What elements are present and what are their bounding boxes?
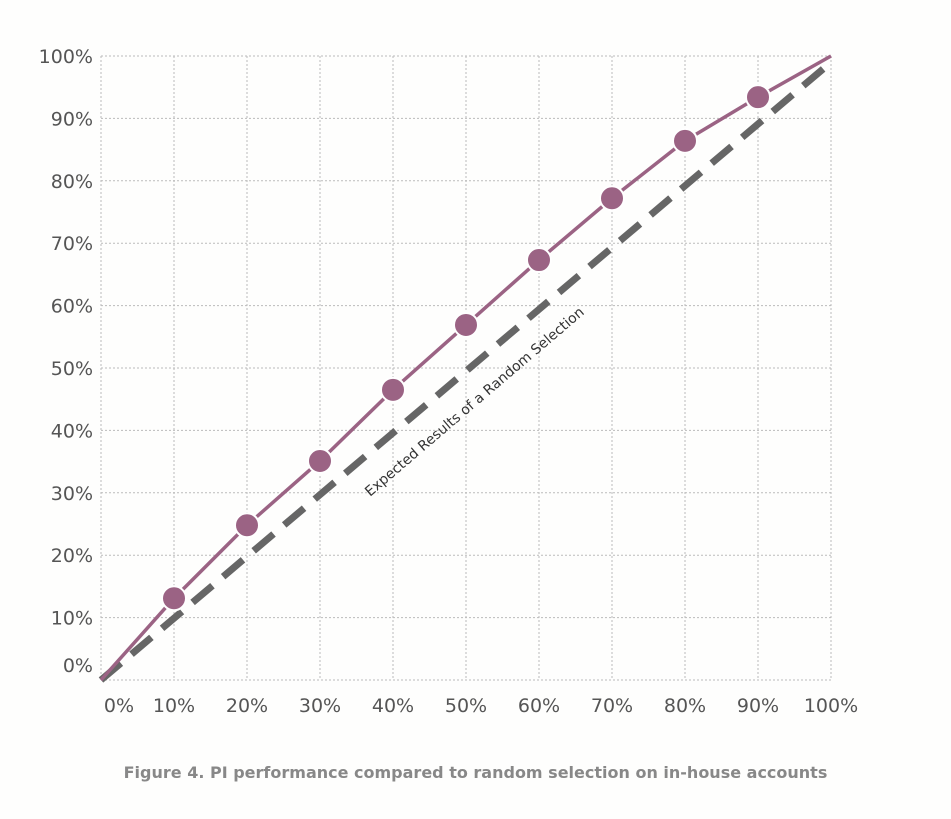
x-tick-label: 40% [372, 695, 414, 717]
figure-caption: Figure 4. PI performance compared to ran… [123, 763, 828, 782]
y-tick-label: 80% [51, 171, 93, 193]
y-tick-label: 30% [51, 483, 93, 505]
x-tick-label: 50% [445, 695, 487, 717]
x-tick-label: 10% [153, 695, 195, 717]
x-tick-label: 90% [737, 695, 779, 717]
y-tick-label: 100% [39, 46, 93, 68]
pi-performance-point [453, 311, 479, 338]
x-tick-label: 20% [226, 695, 268, 717]
pi-performance-point [234, 512, 260, 539]
y-tick-label: 70% [51, 233, 93, 255]
pi-performance-point [526, 247, 552, 274]
pi-performance-point [745, 84, 771, 111]
y-tick-label: 90% [51, 108, 93, 130]
pi-performance-point [307, 447, 333, 474]
x-tick-label: 70% [591, 695, 633, 717]
x-tick-label: 100% [804, 695, 858, 717]
y-tick-label: 20% [51, 545, 93, 567]
y-tick-label: 0% [63, 655, 93, 677]
random-selection-line [98, 59, 834, 683]
pi-performance-point [672, 127, 698, 154]
y-tick-label: 60% [51, 296, 93, 318]
y-tick-label: 50% [51, 358, 93, 380]
x-tick-label: 60% [518, 695, 560, 717]
y-tick-label: 10% [51, 608, 93, 630]
pi-performance-point [380, 376, 406, 403]
pi-performance-point [161, 585, 187, 612]
x-tick-label: 0% [104, 695, 134, 717]
x-tick-label: 80% [664, 695, 706, 717]
x-tick-label: 30% [299, 695, 341, 717]
y-tick-label: 40% [51, 420, 93, 442]
pi-performance-point [599, 185, 625, 212]
